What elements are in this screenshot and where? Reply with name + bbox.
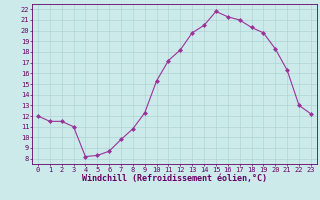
X-axis label: Windchill (Refroidissement éolien,°C): Windchill (Refroidissement éolien,°C) bbox=[82, 174, 267, 183]
